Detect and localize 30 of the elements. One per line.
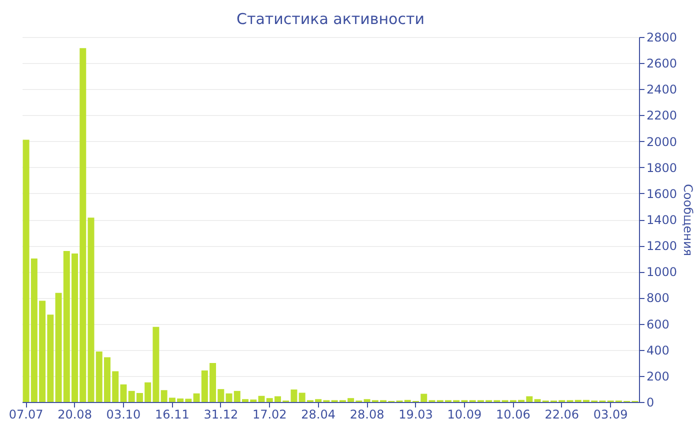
x-tick-label: 03.10 — [106, 408, 141, 422]
y-tick-label: 2800 — [646, 30, 678, 44]
x-tick-label: 10.09 — [447, 408, 482, 422]
y-tick-label: 2400 — [646, 82, 678, 97]
y-tick-label: 1400 — [646, 213, 678, 227]
x-tick-label: 22.06 — [544, 408, 580, 422]
y-tick-label: 1000 — [646, 265, 678, 280]
y-tick-label: 1600 — [646, 186, 678, 201]
y-axis-title: Сообщения — [681, 184, 696, 256]
x-tick-label: 17.02 — [252, 408, 287, 422]
x-tick-label: 10.06 — [496, 408, 530, 422]
x-tick-label: 03.09 — [593, 408, 628, 422]
y-tick-label: 200 — [646, 369, 670, 384]
y-tick-label: 400 — [646, 343, 670, 358]
y-tick-label: 2200 — [646, 108, 678, 123]
y-tick-label: 800 — [646, 291, 670, 306]
x-tick-label: 31.12 — [204, 408, 238, 422]
y-tick-label: 0 — [646, 396, 654, 410]
x-tick-label: 28.04 — [301, 408, 336, 422]
x-tick-label: 07.07 — [8, 408, 44, 422]
x-tick-label: 28.08 — [350, 408, 384, 422]
x-tick-label: 16.11 — [155, 408, 190, 422]
x-tick-label: 20.08 — [58, 408, 92, 422]
x-tick-label: 19.03 — [398, 408, 433, 422]
y-tick-label: 2000 — [646, 134, 678, 149]
chart-title: Статистика активности — [236, 10, 424, 28]
y-tick-label: 600 — [646, 317, 670, 332]
y-tick-label: 1800 — [646, 160, 678, 175]
y-tick-label: 1200 — [646, 239, 678, 254]
y-tick-label: 2600 — [646, 56, 678, 71]
